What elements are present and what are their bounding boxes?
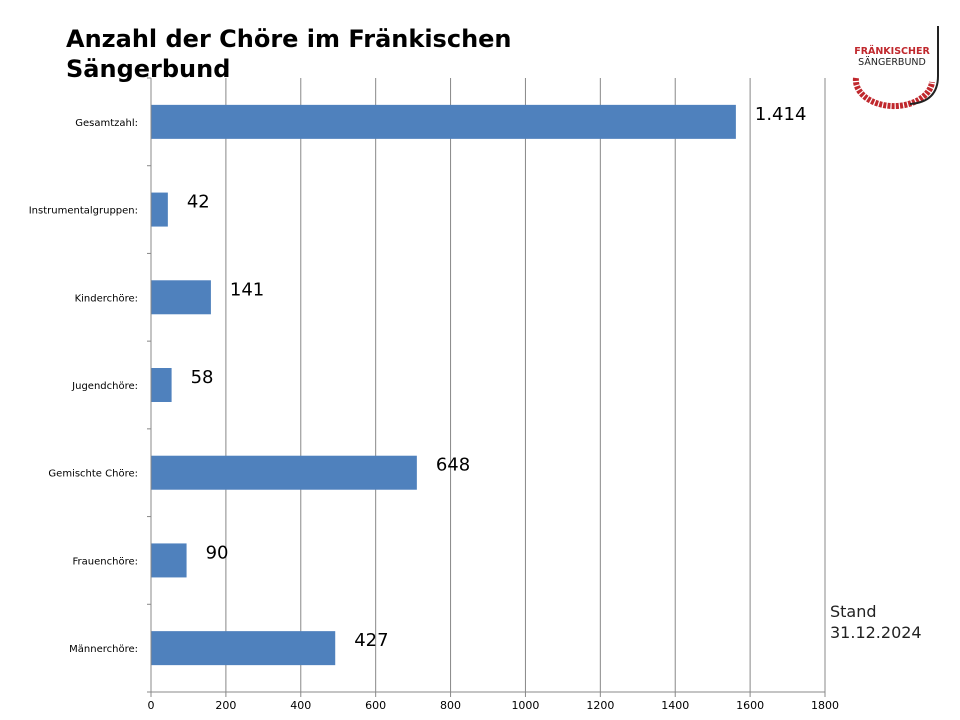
logo-text-line-1: FRÄNKISCHER <box>854 46 930 57</box>
logo-note-stem-icon <box>909 26 939 105</box>
x-tick-label: 400 <box>290 699 311 712</box>
data-label: 58 <box>191 367 214 388</box>
x-tick-label: 1400 <box>661 699 689 712</box>
axes <box>147 77 826 697</box>
data-label: 42 <box>187 192 210 213</box>
category-label: Gesamtzahl: <box>75 118 138 129</box>
x-tick-label: 1000 <box>511 699 539 712</box>
bar <box>151 631 336 666</box>
x-tick-label: 1200 <box>586 699 614 712</box>
x-tick-label: 1800 <box>811 699 839 712</box>
logo-text-line-2: SÄNGERBUND <box>858 57 926 68</box>
saengerbund-logo: FRÄNKISCHER SÄNGERBUND <box>852 26 939 110</box>
data-label: 90 <box>206 542 229 563</box>
category-label: Kinderchöre: <box>75 293 138 304</box>
data-label: 648 <box>436 455 470 476</box>
labels: 0 200 400 600 800 1000 1200 1400 1600 1800 Gesamtz… <box>29 104 839 712</box>
category-label: Gemischte Chöre: <box>48 469 138 480</box>
bar <box>151 192 168 227</box>
x-tick-label: 0 <box>148 699 155 712</box>
data-label: 141 <box>230 279 264 300</box>
category-label: Instrumentalgruppen: <box>29 206 138 217</box>
stand-date-note: Stand 31.12.2024 <box>830 601 922 643</box>
data-label: 427 <box>354 630 388 651</box>
logo-arc-icon <box>852 77 935 110</box>
stand-date: 31.12.2024 <box>830 623 922 642</box>
x-tick-label: 800 <box>440 699 461 712</box>
x-tick-label: 600 <box>365 699 386 712</box>
bar <box>151 368 172 402</box>
bar <box>151 280 211 315</box>
chart-title: Anzahl der Chöre im Fränkischen Sängerbu… <box>66 24 626 84</box>
grid-lines <box>225 78 826 692</box>
bar <box>151 543 187 578</box>
bars <box>151 104 736 666</box>
x-tick-label: 1600 <box>736 699 764 712</box>
bar <box>151 455 417 490</box>
x-tick-label: 200 <box>215 699 236 712</box>
stand-label: Stand <box>830 602 877 621</box>
category-label: Frauenchöre: <box>73 556 138 567</box>
data-label: 1.414 <box>755 104 807 125</box>
bar <box>151 104 736 139</box>
category-label: Männerchöre: <box>69 644 138 655</box>
category-label: Jugendchöre: <box>71 381 138 392</box>
chart-title-line-1: Anzahl der Chöre im Fränkischen <box>66 25 512 53</box>
